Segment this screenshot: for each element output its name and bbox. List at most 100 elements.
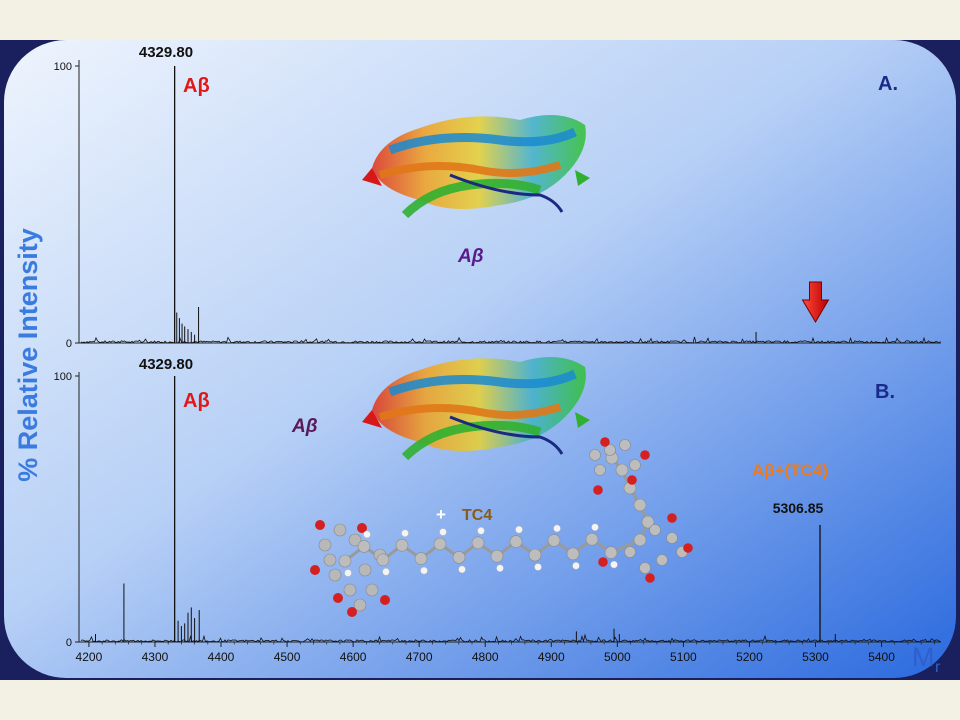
panel-b-complex-label: Aβ+(TC4) [752,461,828,480]
spectrum-baseline-noise [80,336,941,344]
panel-a-peak-mass: 4329.80 [139,44,193,61]
molecule-atom [585,532,599,546]
molecule-hydrogen-atom [553,524,561,533]
spectrum-baseline-noise [80,633,941,643]
x-tick-label: 5400 [868,650,895,664]
panel-b-structure-label: Aβ [291,416,318,437]
x-tick-label: 4800 [472,650,499,664]
x-tick-label: 5100 [670,650,697,664]
x-tick-label: 4200 [76,650,103,664]
molecule-hydrogen-atom [572,562,580,570]
x-tick-label: 5000 [604,650,631,664]
molecule-atom [633,533,647,547]
molecule-hydrogen-atom [363,530,371,539]
molecule-atom [624,546,636,558]
molecule-oxygen-atom [667,513,677,523]
molecule-atom [615,463,629,477]
molecule-atom [318,538,332,552]
panel-a-peak-species: Aβ [183,75,210,97]
molecule-oxygen-atom [598,557,608,567]
molecule-oxygen-atom [315,520,325,530]
molecule-atom [528,548,542,562]
x-axis-title-sub: r [935,659,941,676]
molecule-oxygen-atom [593,485,603,495]
molecule-atom [471,536,485,550]
molecule-oxygen-atom [357,523,367,533]
molecule-hydrogen-atom [420,566,428,575]
panel-b-tc4-plus: + [436,505,446,524]
molecule-atom [365,583,379,597]
molecule-atom [328,568,342,582]
molecule-hydrogen-atom [515,525,523,534]
spectrum-panel-a: 0 100 [54,60,941,350]
y-tick-label: 100 [54,61,72,73]
spectrum-panel-b: 0 100 4200 4300 4400 4500 4600 4700 4800 4900 5000… [54,371,941,664]
molecule-atom [649,524,661,536]
molecule-atom [619,439,631,451]
x-axis-title-main: M [912,642,935,672]
y-tick-label: 0 [66,637,72,649]
molecule-oxygen-atom [627,475,637,485]
panel-b-complex-mass: 5306.85 [773,500,824,516]
molecule-atom [509,535,523,548]
panel-b-letter: B. [875,381,895,403]
molecule-oxygen-atom [645,573,655,583]
molecule-atom [604,546,618,559]
molecule-atom [629,459,641,471]
molecule-atom [333,523,347,537]
molecule-atom [566,547,580,561]
x-tick-label: 4400 [208,650,235,664]
tc4-molecule-structure [310,437,693,617]
molecule-hydrogen-atom [610,560,618,569]
molecule-atom [633,498,647,512]
molecule-atom [433,537,447,551]
molecule-atom [353,598,367,612]
molecule-oxygen-atom [380,595,390,605]
molecule-hydrogen-atom [534,563,542,571]
molecule-oxygen-atom [310,565,320,575]
y-tick-label: 0 [66,338,72,350]
x-tick-label: 4900 [538,650,565,664]
panel-b-protein-structure [362,357,590,461]
molecule-atom [641,515,655,529]
x-tick-label: 4500 [274,650,301,664]
molecule-atom [414,552,428,565]
y-axis-title: % Relative Intensity [13,228,43,482]
x-tick-label: 5200 [736,650,763,664]
panel-b-peak-mass: 4329.80 [139,356,193,373]
molecule-atom [639,562,651,574]
molecule-atom [338,554,352,568]
molecule-atom [358,563,372,577]
molecule-oxygen-atom [347,607,357,617]
molecule-atom [376,553,390,567]
molecule-atom [594,464,606,476]
molecule-oxygen-atom [683,543,693,553]
molecule-hydrogen-atom [382,568,390,576]
x-axis-title: M r [912,642,941,676]
panel-a-letter: A. [878,73,898,95]
molecule-atom [490,549,504,563]
x-tick-label: 4700 [406,650,433,664]
molecule-hydrogen-atom [439,528,447,536]
molecule-oxygen-atom [600,437,610,447]
molecule-oxygen-atom [640,450,650,460]
molecule-oxygen-atom [333,593,343,603]
molecule-atom [666,532,678,544]
panel-b-peak-species: Aβ [183,390,210,412]
molecule-hydrogen-atom [496,564,504,572]
molecule-atom [357,540,371,553]
molecule-atom [604,444,616,456]
molecule-atom [656,554,668,566]
molecule-hydrogen-atom [401,529,409,537]
x-tick-label: 4600 [340,650,367,664]
panel-b-tc4-label: TC4 [462,507,492,524]
molecule-atom [343,583,357,597]
molecule-atom [452,551,466,564]
panel-a-structure-label: Aβ [457,246,484,267]
molecule-hydrogen-atom [458,565,466,574]
molecule-atom [589,449,601,461]
molecule-atom [323,553,337,567]
panel-a-protein-structure [362,115,590,219]
panel-a-red-arrow [801,281,830,323]
